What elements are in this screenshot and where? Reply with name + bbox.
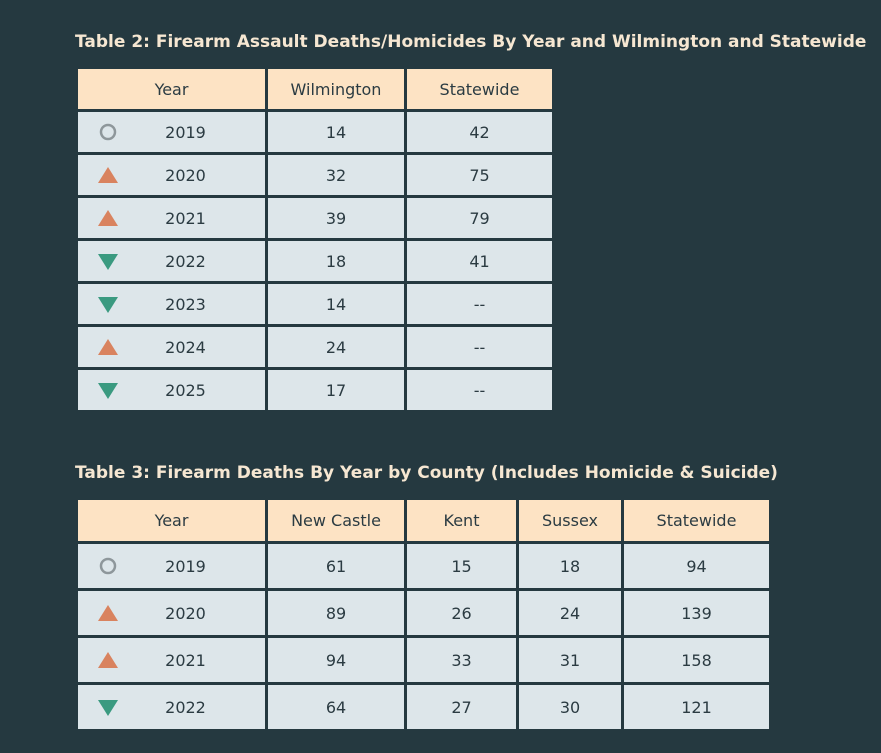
cell: 27: [407, 685, 516, 729]
cell: 158: [624, 638, 769, 682]
cell: 32: [268, 155, 404, 195]
cell: 121: [624, 685, 769, 729]
trend-icon: [98, 297, 118, 313]
header-cell: Statewide: [624, 500, 769, 541]
cell: 94: [268, 638, 404, 682]
cell: 94: [624, 544, 769, 588]
cell: 30: [519, 685, 621, 729]
row: 2021 39 79: [78, 198, 552, 238]
row: 2019 61 15 18 94: [78, 544, 769, 588]
cell: --: [407, 327, 552, 367]
cell: 15: [407, 544, 516, 588]
header-cell: Wilmington: [268, 69, 404, 109]
cell: 2022: [78, 241, 265, 281]
row: 2022 64 27 30 121: [78, 685, 769, 729]
cell: --: [407, 370, 552, 410]
header-row: Year New Castle Kent Sussex Statewide: [78, 500, 769, 541]
cell: 26: [407, 591, 516, 635]
year: 2025: [165, 380, 206, 400]
cell: 14: [268, 112, 404, 152]
trend-icon: [98, 700, 118, 716]
row: 2025 17 --: [78, 370, 552, 410]
cell: --: [407, 284, 552, 324]
row: 2021 94 33 31 158: [78, 638, 769, 682]
cell: 61: [268, 544, 404, 588]
year: 2021: [165, 208, 206, 228]
cell: 75: [407, 155, 552, 195]
table: Year Wilmington Statewide 2019 14 42 2020 32…: [75, 66, 555, 413]
header-cell: Kent: [407, 500, 516, 541]
cell: 17: [268, 370, 404, 410]
trend-icon: [98, 652, 118, 668]
trend-icon: [98, 605, 118, 621]
header-row: Year Wilmington Statewide: [78, 69, 552, 109]
trend-icon: [98, 167, 118, 183]
row: 2019 14 42: [78, 112, 552, 152]
year: 2020: [165, 165, 206, 185]
cell: 2025: [78, 370, 265, 410]
cell: 42: [407, 112, 552, 152]
year: 2024: [165, 337, 206, 357]
row: 2024 24 --: [78, 327, 552, 367]
year: 2022: [165, 251, 206, 271]
table-title: Table 2: Firearm Assault Deaths/Homicide…: [75, 32, 867, 52]
cell: 89: [268, 591, 404, 635]
cell: 14: [268, 284, 404, 324]
trend-icon: [98, 339, 118, 355]
year: 2022: [165, 697, 206, 717]
header-cell: Statewide: [407, 69, 552, 109]
cell: 41: [407, 241, 552, 281]
header-cell: Year: [78, 69, 265, 109]
row: 2020 32 75: [78, 155, 552, 195]
cell: 2020: [78, 591, 265, 635]
cell: 2019: [78, 112, 265, 152]
cell: 2022: [78, 685, 265, 729]
header-cell: New Castle: [268, 500, 404, 541]
cell: 18: [519, 544, 621, 588]
cell: 139: [624, 591, 769, 635]
trend-icon: [99, 123, 117, 141]
cell: 24: [268, 327, 404, 367]
year: 2019: [165, 556, 206, 576]
trend-icon: [98, 254, 118, 270]
cell: 2024: [78, 327, 265, 367]
cell: 2021: [78, 638, 265, 682]
row: 2022 18 41: [78, 241, 552, 281]
cell: 18: [268, 241, 404, 281]
cell: 39: [268, 198, 404, 238]
cell: 2021: [78, 198, 265, 238]
trend-icon: [98, 210, 118, 226]
year: 2019: [165, 122, 206, 142]
table: Year New Castle Kent Sussex Statewide 20…: [75, 497, 772, 732]
cell: 64: [268, 685, 404, 729]
year: 2021: [165, 650, 206, 670]
header-cell: Year: [78, 500, 265, 541]
cell: 79: [407, 198, 552, 238]
header-cell: Sussex: [519, 500, 621, 541]
year: 2023: [165, 294, 206, 314]
trend-icon: [98, 383, 118, 399]
cell: 24: [519, 591, 621, 635]
row: 2023 14 --: [78, 284, 552, 324]
cell: 2020: [78, 155, 265, 195]
row: 2020 89 26 24 139: [78, 591, 769, 635]
table-title: Table 3: Firearm Deaths By Year by Count…: [75, 463, 778, 483]
year: 2020: [165, 603, 206, 623]
cell: 2019: [78, 544, 265, 588]
cell: 31: [519, 638, 621, 682]
cell: 2023: [78, 284, 265, 324]
trend-icon: [99, 557, 117, 575]
cell: 33: [407, 638, 516, 682]
